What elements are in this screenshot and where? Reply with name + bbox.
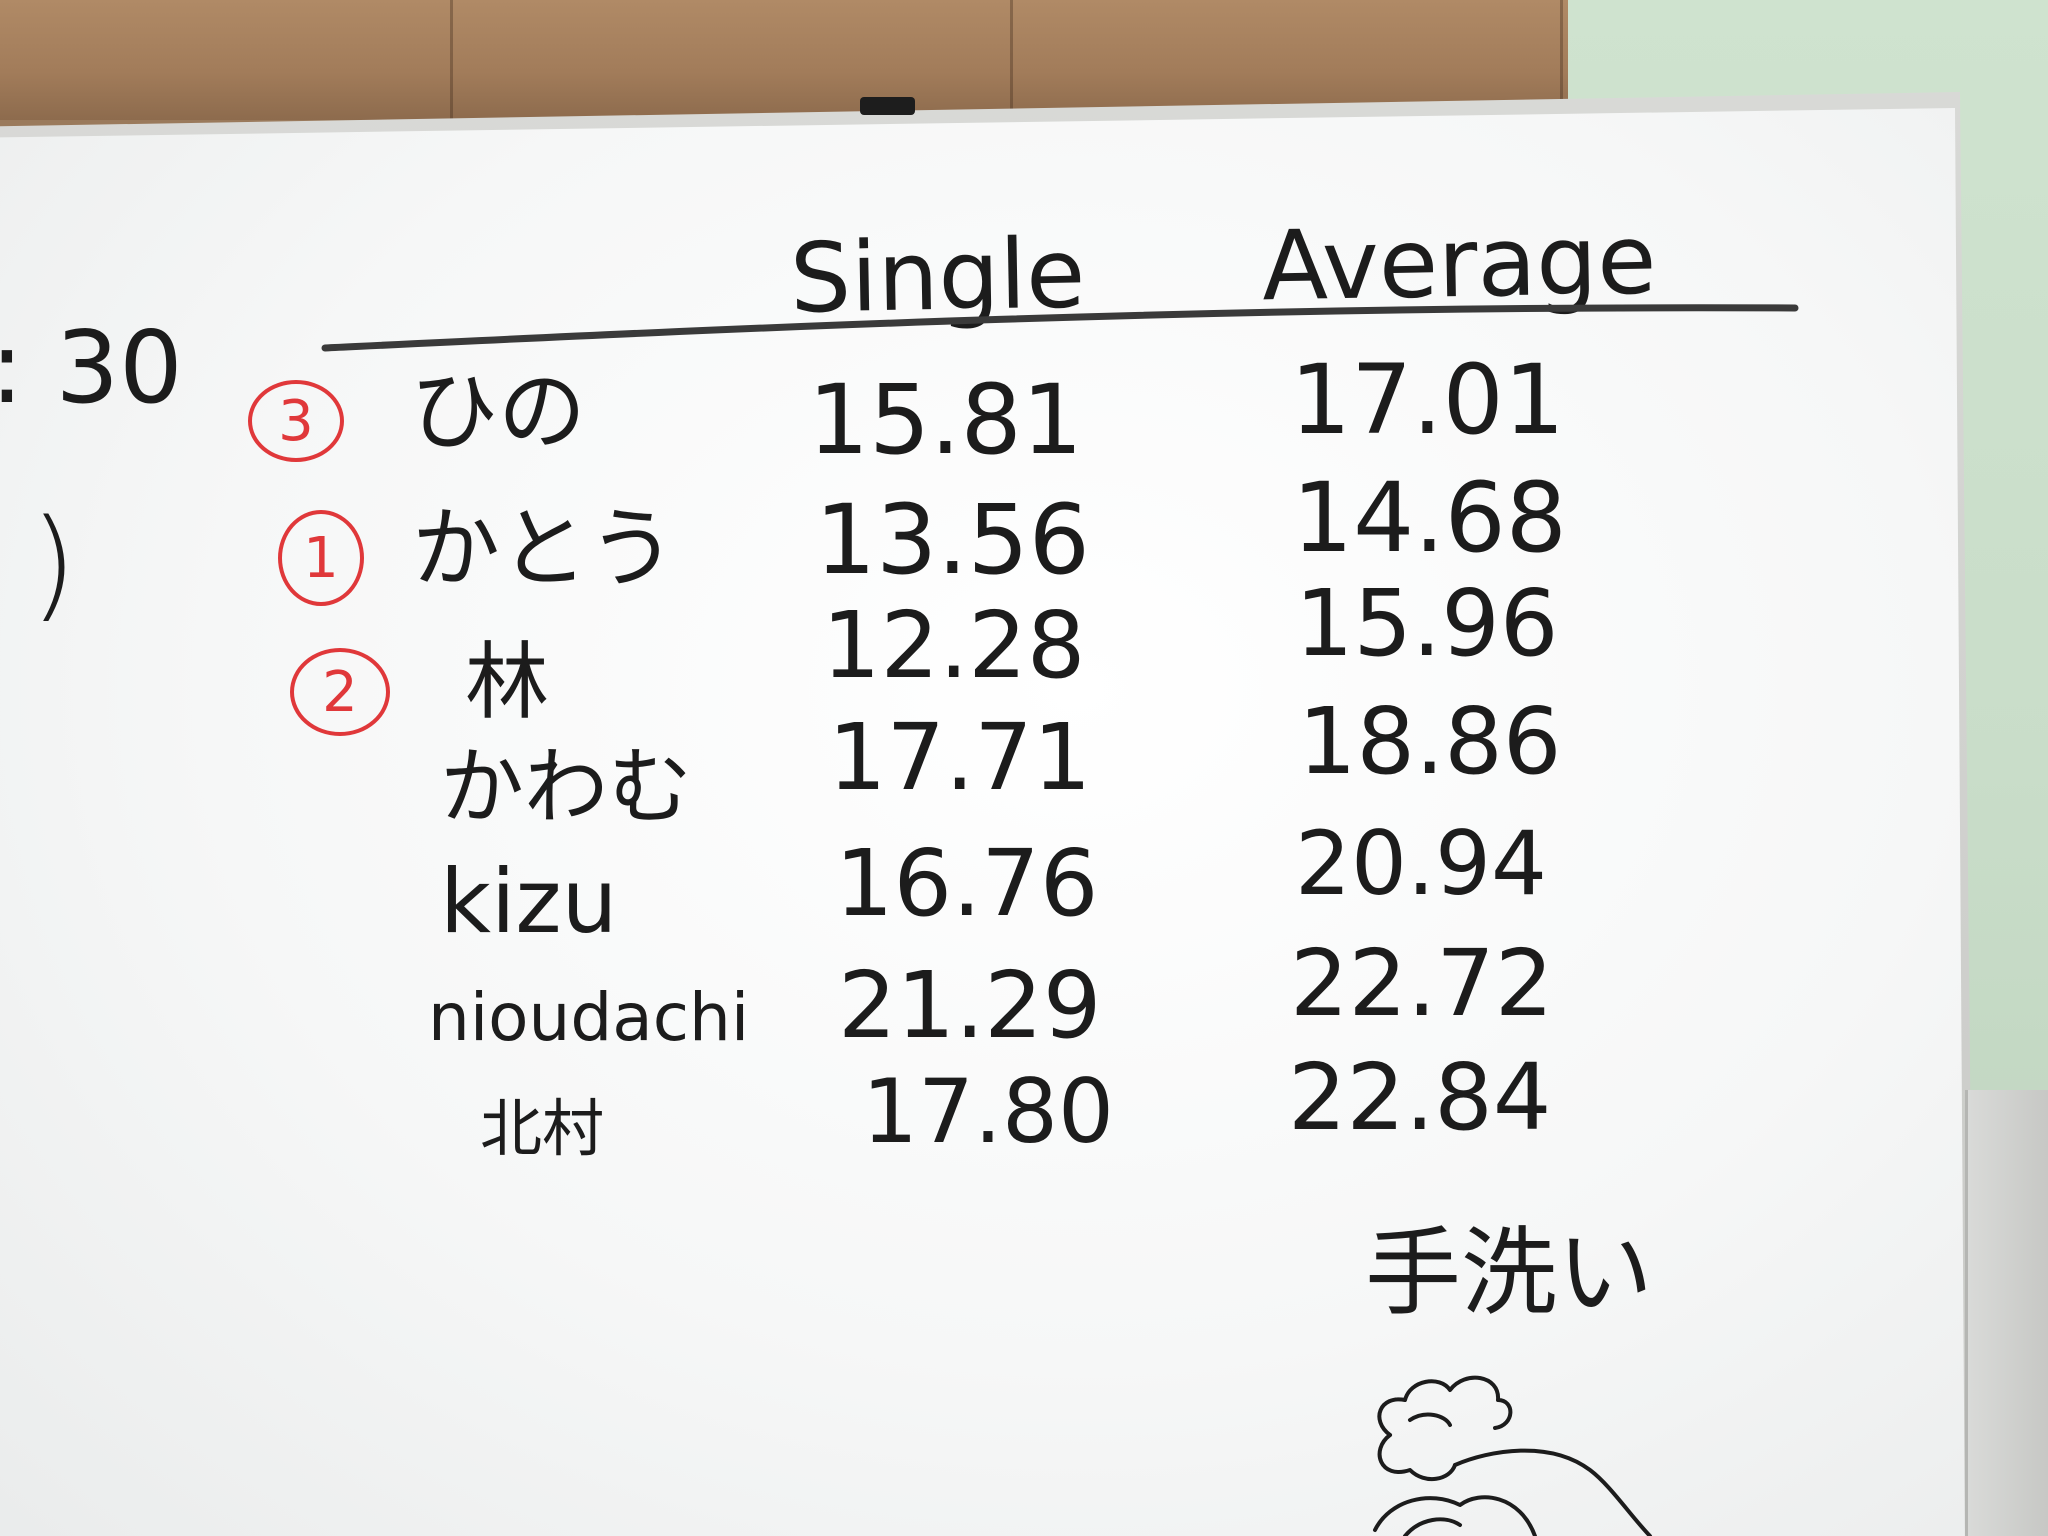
row-name: 北村 bbox=[480, 1092, 605, 1165]
rank-label: 3 bbox=[278, 388, 314, 454]
average-value: 20.94 bbox=[1295, 812, 1547, 915]
side-panel bbox=[1965, 1090, 2048, 1536]
handwash-sketch bbox=[1373, 1375, 1652, 1536]
rank-badge-1: 3 bbox=[248, 380, 344, 462]
single-value: 17.71 bbox=[828, 704, 1092, 811]
row-name: ひの bbox=[410, 360, 587, 463]
average-value: 15.96 bbox=[1295, 570, 1559, 677]
single-value: 17.80 bbox=[862, 1060, 1114, 1163]
average-value: 18.86 bbox=[1298, 688, 1562, 795]
rank-badge-2: 1 bbox=[278, 510, 364, 606]
single-value: 21.29 bbox=[838, 952, 1102, 1059]
rank-label: 1 bbox=[303, 525, 339, 591]
average-value: 14.68 bbox=[1292, 462, 1567, 574]
row-name: kizu bbox=[440, 850, 618, 953]
row-name: かわむ bbox=[440, 738, 693, 836]
average-value: 17.01 bbox=[1290, 344, 1565, 456]
rank-label: 2 bbox=[322, 659, 358, 725]
rank-badge-3: 2 bbox=[290, 648, 390, 736]
marker-cap bbox=[860, 97, 915, 115]
average-value: 22.72 bbox=[1290, 930, 1554, 1037]
paren-fragment: ) bbox=[30, 495, 77, 634]
handwash-note: 手洗い bbox=[1365, 1217, 1653, 1329]
time-fragment: : 30 bbox=[0, 309, 183, 426]
single-value: 13.56 bbox=[815, 484, 1090, 596]
average-value: 22.84 bbox=[1288, 1044, 1552, 1151]
single-value: 15.81 bbox=[808, 364, 1083, 476]
row-name: nioudachi bbox=[428, 979, 750, 1056]
single-value: 12.28 bbox=[822, 592, 1086, 699]
row-name: かとう bbox=[412, 497, 677, 600]
single-value: 16.76 bbox=[835, 830, 1099, 937]
row-name: 林 bbox=[465, 633, 550, 731]
